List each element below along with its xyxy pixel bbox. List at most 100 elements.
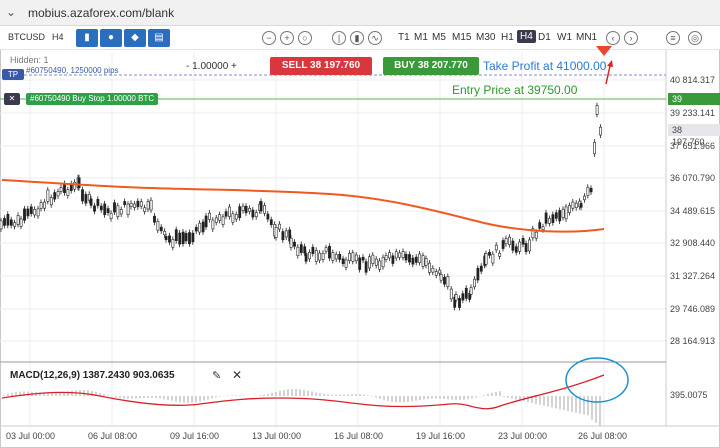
indicators-button[interactable]: ▤ [148,29,170,47]
tf-W1[interactable]: W1 [557,32,572,43]
candle-body [281,231,285,241]
candle-body [595,105,599,115]
candle-body [0,220,3,230]
candle-body [599,126,602,136]
candle-body [439,274,443,281]
candle-body [398,252,402,258]
date-label: 13 Jul 00:00 [252,431,302,441]
price-label: 40 814.317 [670,75,716,85]
candle-body [238,206,242,218]
candle-body [149,199,153,211]
tf-H1[interactable]: H1 [501,32,514,43]
tf-MN1[interactable]: MN1 [576,32,598,43]
candle-body [23,208,26,221]
candle-body [99,205,103,211]
candle-body [89,198,93,206]
price-label: 31 327.264 [670,271,716,281]
tf-T1[interactable]: T1 [398,32,410,43]
bar-chart-icon[interactable]: | [332,31,346,45]
candle-body [528,239,531,252]
target-icon[interactable]: ◎ [688,31,702,45]
candle-body [521,238,525,245]
candle-body [593,141,596,155]
candle-body [156,221,160,231]
candle-body [568,205,571,213]
pencil-icon[interactable]: ✎ [212,370,222,382]
tf-M1[interactable]: M1 [414,32,428,43]
candle-body [284,230,288,238]
chart-type-button[interactable]: ▮ [76,29,98,47]
candle-body [394,251,398,259]
candle-body [119,209,123,215]
candle-body [153,215,156,223]
candle-body [188,232,191,245]
candle-body [324,247,328,252]
crosshair-button[interactable]: ● [100,29,122,47]
line-chart-icon[interactable]: ∿ [368,31,382,45]
candle-body [381,257,385,268]
candle-body [81,189,84,202]
tf-M5[interactable]: M5 [432,32,446,43]
tf-D1[interactable]: D1 [538,32,551,43]
zoom-out-icon[interactable]: − [262,31,276,45]
candle-body [418,253,422,263]
tf-M15[interactable]: M15 [452,32,472,43]
buy-stop-tag[interactable]: #60750490 Buy Stop 1.00000 BTC [26,93,159,105]
candle-body [93,205,96,212]
price-label: 36 070.790 [670,173,716,183]
date-label: 03 Jul 00:00 [6,431,56,441]
candle-body [524,243,528,253]
candle-body [77,177,81,188]
tf-H4[interactable]: H4 [517,30,536,43]
candle-body [136,200,140,208]
macd-axis-label: 395.0075 [670,390,708,400]
candle-body [579,203,583,208]
tp-tag[interactable]: TP [2,69,24,80]
zoom-reset-icon[interactable]: ○ [298,31,312,45]
candle-body [59,187,63,192]
candle-body [308,252,311,260]
zoom-in-icon[interactable]: + [280,31,294,45]
candle-body [16,214,20,225]
candle-body [514,246,518,253]
candle-body [364,261,368,273]
candle-body [269,219,273,225]
candle-body [234,214,238,220]
chart-toolbar: BTCUSD H4 ▮ ● ◆ ▤ − + ○ | ▮ ∿ T1 M1 M5 M… [0,26,720,50]
candle-body [53,192,57,200]
candle-body [299,244,303,253]
candle-body [411,257,415,265]
candle-body [259,201,263,212]
candle-body [139,201,143,207]
settings-icon[interactable]: ≡ [666,31,680,45]
candle-body [361,256,365,261]
candle-body [96,199,100,206]
candle-body [589,187,593,193]
marker-triangle-icon [596,46,612,56]
candle-body [374,258,378,266]
url-text[interactable]: mobius.azaforex.com/blank [28,6,175,20]
date-label: 09 Jul 16:00 [170,431,220,441]
candle-body [344,259,348,268]
close-icon[interactable]: ✕ [232,368,243,382]
expand-icon[interactable]: ⌄ [6,5,17,19]
candle-body [558,210,562,222]
candle-body [201,221,205,233]
candle-body [476,267,480,281]
tf-M30[interactable]: M30 [476,32,496,43]
quantity-stepper[interactable]: - 1.00000 + [186,61,237,72]
buy-button[interactable]: BUY 38 207.770 [383,57,479,75]
sell-button[interactable]: SELL 38 197.760 [270,57,372,75]
candle-body [501,240,505,249]
order-close-icon[interactable]: ✕ [4,93,20,105]
prev-icon[interactable]: ‹ [606,31,620,45]
drawing-tools-button[interactable]: ◆ [124,29,146,47]
candle-body [29,206,33,214]
entry-annotation: Entry Price at 39750.00 [452,83,578,97]
period-label[interactable]: H4 [52,32,64,42]
candle-chart-icon[interactable]: ▮ [350,31,364,45]
next-icon[interactable]: › [624,31,638,45]
candle-body [33,209,37,216]
symbol-label[interactable]: BTCUSD [8,32,46,42]
